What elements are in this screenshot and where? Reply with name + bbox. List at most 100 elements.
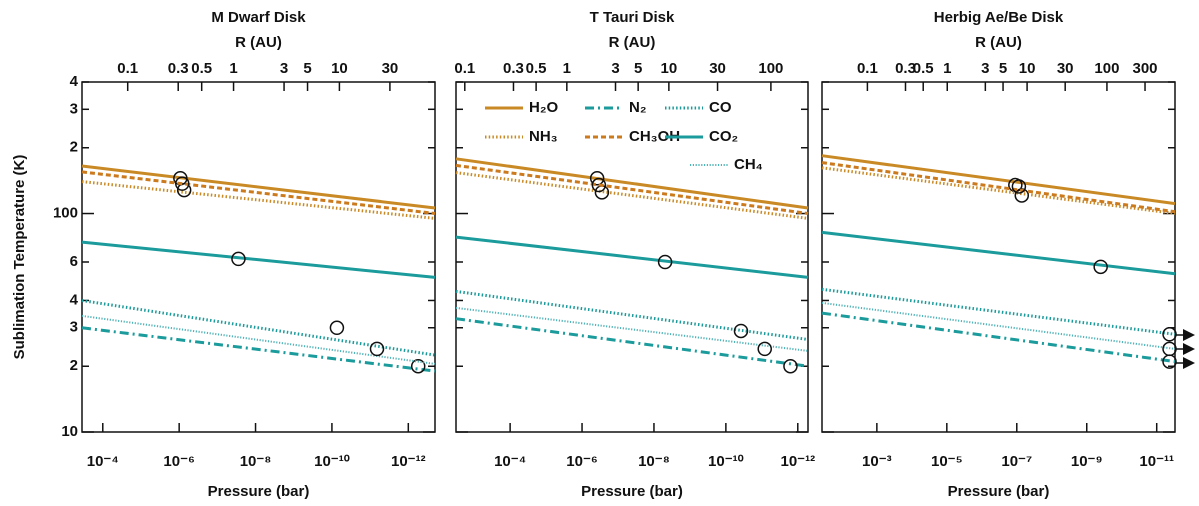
legend-label: CO₂	[709, 128, 738, 145]
series-line	[455, 306, 809, 352]
x2-tick-label: 5	[634, 60, 642, 77]
x-tick-label: 10⁻¹⁰	[314, 453, 350, 470]
y-tick-label: 2	[70, 139, 78, 156]
panel-title: Herbig Ae/Be Disk	[934, 9, 1064, 26]
legend-label: NH₃	[529, 128, 558, 145]
snowline-marker	[410, 358, 426, 374]
x2-tick-label: 1	[943, 60, 951, 77]
x-tick-label: 10⁻³	[862, 453, 892, 470]
snowline-marker	[1093, 259, 1108, 275]
snowline-marker	[231, 251, 246, 267]
x2-tick-label: 10	[331, 60, 348, 77]
x-tick-label: 10⁻⁹	[1071, 453, 1103, 470]
x2-tick-label: 0.3	[503, 60, 524, 77]
series-line	[81, 299, 436, 357]
plot-frame	[455, 81, 809, 433]
series-line	[81, 170, 436, 215]
x-tick-label: 10⁻⁵	[931, 453, 963, 470]
x2-tick-label: 0.5	[526, 60, 547, 77]
x2-tick-label: 3	[981, 60, 989, 77]
x-tick-label: 10⁻⁸	[240, 453, 272, 470]
series-line	[455, 171, 809, 220]
y-tick-label: 4	[70, 73, 79, 90]
x2-tick-label: 1	[229, 60, 237, 77]
x2-tick-label: 30	[1057, 60, 1074, 77]
snowline-marker	[176, 182, 192, 198]
snowline-marker	[589, 171, 605, 186]
legend-label: CH₄	[734, 156, 763, 173]
x-axis-label: Pressure (bar)	[948, 483, 1050, 500]
panel-title: M Dwarf Disk	[211, 9, 306, 26]
x2-tick-label: 1	[563, 60, 571, 77]
x2-tick-label: 100	[758, 60, 783, 77]
series-line	[81, 326, 436, 373]
plot-frame	[821, 81, 1176, 433]
y-tick-label: 3	[70, 319, 78, 336]
top-axis-label: R (AU)	[975, 34, 1022, 51]
snowline-marker	[657, 254, 673, 270]
x2-tick-label: 0.1	[857, 60, 878, 77]
series-line	[821, 230, 1176, 276]
x-tick-label: 10⁻⁶	[566, 453, 598, 470]
x-tick-label: 10⁻⁶	[163, 453, 195, 470]
series-line	[821, 154, 1176, 206]
x2-tick-label: 100	[1094, 60, 1119, 77]
x2-tick-label: 5	[999, 60, 1007, 77]
snowline-marker	[329, 320, 345, 336]
series-line	[81, 240, 436, 279]
x2-tick-label: 0.5	[913, 60, 934, 77]
snowline-marker	[783, 358, 798, 374]
series-line	[455, 289, 809, 341]
snowline-marker	[1162, 341, 1177, 357]
x2-tick-label: 0.5	[191, 60, 212, 77]
y-tick-label: 6	[70, 253, 78, 270]
x2-tick-label: 300	[1133, 60, 1158, 77]
x-tick-label: 10⁻¹²	[780, 453, 815, 470]
series-line	[821, 161, 1176, 214]
x-tick-label: 10⁻⁴	[87, 453, 119, 470]
series-line	[455, 317, 809, 368]
y-axis-label: Sublimation Temperature (K)	[11, 155, 28, 360]
panel-title: T Tauri Disk	[590, 9, 675, 26]
snowline-marker	[591, 177, 607, 193]
x2-tick-label: 0.1	[117, 60, 138, 77]
x2-tick-label: 3	[611, 60, 619, 77]
legend-label: CO	[709, 99, 732, 116]
x-tick-label: 10⁻⁴	[494, 453, 526, 470]
x2-tick-label: 5	[303, 60, 311, 77]
legend-label: N₂	[629, 99, 647, 116]
x2-tick-label: 0.1	[454, 60, 475, 77]
snowline-marker	[1162, 327, 1177, 342]
x-tick-label: 10⁻⁸	[638, 453, 670, 470]
y-tick-label: 10	[61, 423, 78, 440]
x-tick-label: 10⁻¹⁰	[708, 453, 744, 470]
series-line	[455, 163, 809, 215]
series-line	[81, 314, 436, 365]
x-tick-label: 10⁻¹²	[391, 453, 426, 470]
series-line	[821, 311, 1176, 364]
legend-label: CH₃OH	[629, 128, 680, 145]
snowline-marker	[757, 341, 772, 357]
x-tick-label: 10⁻¹¹	[1139, 453, 1174, 470]
y-tick-label: 3	[70, 100, 78, 117]
y-tick-label: 100	[53, 205, 78, 222]
snowline-marker	[175, 176, 190, 191]
snowline-marker	[733, 323, 749, 339]
top-axis-label: R (AU)	[235, 34, 282, 51]
legend-label: H₂O	[529, 99, 558, 116]
x2-tick-label: 10	[661, 60, 678, 77]
series-line	[821, 301, 1176, 350]
snowline-marker	[369, 341, 385, 357]
x-axis-label: Pressure (bar)	[208, 483, 310, 500]
series-line	[455, 235, 809, 279]
series-line	[81, 164, 436, 210]
x2-tick-label: 30	[382, 60, 399, 77]
x2-tick-label: 3	[280, 60, 288, 77]
x2-tick-label: 10	[1019, 60, 1036, 77]
x2-tick-label: 30	[709, 60, 726, 77]
x-axis-label: Pressure (bar)	[581, 483, 683, 500]
edge-arrows	[1176, 329, 1195, 369]
snowline-marker	[1011, 179, 1027, 194]
series-line	[821, 287, 1176, 336]
